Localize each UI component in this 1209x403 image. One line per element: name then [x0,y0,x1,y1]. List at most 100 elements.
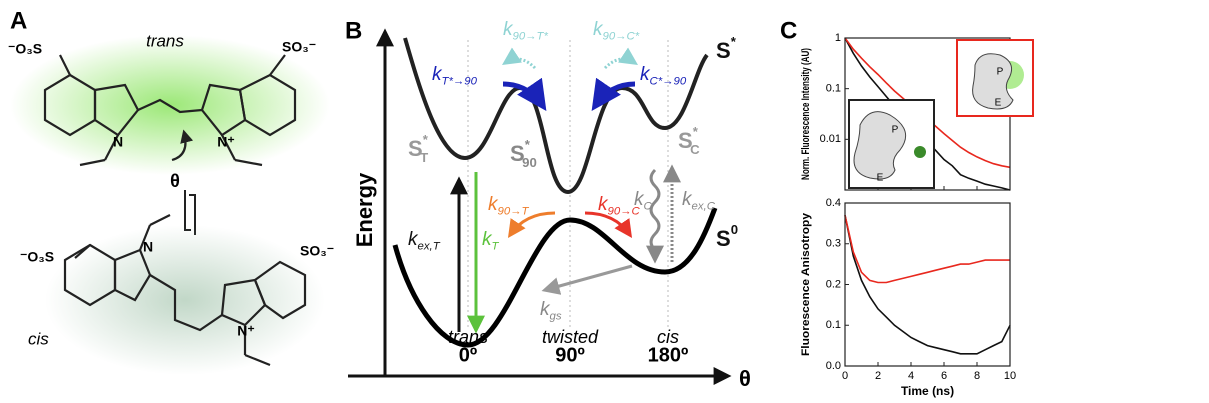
label-base: k [634,189,645,210]
y-tick-label: 0.4 [826,197,841,209]
rate-label: k90→T* [503,19,549,43]
label-base: k [488,194,499,215]
y-tick-label: 0.01 [820,133,841,145]
rate-label: kex,T [408,229,441,253]
guide-lines [467,40,669,330]
y-tick-label: 0.1 [826,319,841,331]
label-sub: T*→90 [442,76,478,88]
rate-label: kT [482,229,500,253]
y-tick-label: 0.2 [826,278,841,290]
atom-label: N⁺ [237,323,255,339]
cis-structure [63,214,307,367]
inset-text: P [997,67,1004,78]
label-base: k [593,19,604,40]
group-label: ⁻O₃S [8,41,42,57]
y-tick-label: 0.0 [826,360,841,372]
x-tick-label: 90º [555,344,585,366]
inset-text: E [995,98,1002,109]
label-base: k [432,64,443,85]
label-sub: C [644,201,653,213]
label-sub: gs [550,311,562,323]
label-sub: ex,C [692,201,716,213]
label-sub: T [420,150,428,165]
rate-label: k90→T [488,194,530,218]
label-sup: * [731,35,737,50]
label-sub: C*→90 [650,76,687,88]
label-sub: C [690,142,700,157]
label-base: S [510,141,525,166]
inset-black: PE [848,99,935,189]
atom-label: N [113,134,123,150]
label-base: k [640,64,651,85]
label-sub: 90→T [498,206,530,218]
rate-label: kC*→90 [640,64,687,88]
label-sub: 90 [522,155,537,170]
label-sub: 90→T* [513,31,549,43]
data-line [844,215,1010,284]
rate-label: kex,C [682,189,716,213]
y-axis-title: Fluorescence Anisotropy [800,212,812,356]
x-tick-label: 8 [974,370,980,382]
panel-label: A [10,7,27,34]
x-tick-label: 10 [1004,370,1016,382]
conformer-label: twisted [542,327,599,347]
x-tick-label: 2 [875,370,881,382]
label-sub: ex,T [418,241,441,253]
x-axis-title: Time (ns) [901,384,954,398]
label-sup: * [423,133,429,148]
label-sub: 90→C [608,206,641,218]
conformer-name: cis [28,329,49,348]
label-base: k [598,194,609,215]
label-base: S [678,128,693,153]
label-base: k [408,229,419,250]
protein-shape [972,53,1014,110]
data-line [844,215,1011,355]
state-label: S* C [678,125,700,158]
group-label: SO₃⁻ [300,243,334,259]
label-sub: 90→C* [603,31,640,43]
state-label: S* [716,35,737,63]
x-tick-label: 0 [842,370,848,382]
x-tick-label: 4 [908,370,914,382]
x-tick-label: 0º [459,344,477,366]
excited-state-curve [403,37,709,195]
transition-arrows [450,47,681,334]
label-sub: T [492,241,500,253]
label-base: k [540,299,551,320]
label-base: S [716,38,731,63]
rate-label: kC [634,189,653,213]
state-label: S* T [408,133,429,166]
protein-shape [853,111,907,180]
state-label: S* 90 [510,138,537,171]
label-base: S [716,226,731,251]
rate-label: kgs [540,299,562,323]
label-base: k [682,189,693,210]
y-tick-label: 0.3 [826,238,841,250]
conformer-label: trans [448,327,488,347]
conformer-label: cis [657,327,679,347]
group-label: ⁻O₃S [20,249,54,265]
atom-label: N⁺ [217,134,235,150]
label-sup: * [693,125,699,140]
dye [914,146,926,158]
rate-label: k90→C* [593,19,640,43]
state-label: S0 [716,223,738,251]
group-label: SO₃⁻ [282,39,316,55]
rate-label: k90→C [598,194,641,218]
ground-state-curve [392,207,718,348]
plot-frame [844,202,1011,367]
label-sup: 0 [731,223,738,238]
atom-label: N [143,239,153,255]
angle-label: θ [170,171,180,191]
axis-title: θ [739,366,751,391]
label-base: k [482,229,493,250]
panel-label: B [345,17,362,44]
x-tick-label: 180º [648,344,689,366]
inset-red: PE [956,39,1034,117]
y-tick-label: 1 [835,32,841,44]
axes [348,28,732,385]
panel-label: C [780,17,797,44]
x-tick-label: 6 [941,370,947,382]
